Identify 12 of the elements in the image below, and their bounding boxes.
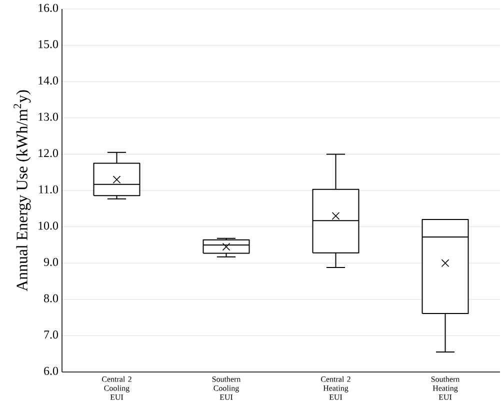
y-tick-label: 10.0 [38,222,58,230]
y-axis-title: Annual Energy Use (kWh/m$^{2}$y) [14,90,31,292]
y-tick-label: 12.0 [38,149,58,158]
y-tick-label: 8.0 [44,294,58,302]
y-tick-label: 9.0 [44,258,58,266]
y-tick-label: 14.0 [38,76,58,85]
y-tick-label: 16.0 [38,4,58,12]
y-tick-label: 11.0 [39,185,58,194]
y-tick-label: 7.0 [44,330,58,339]
y-tick-label: 15.0 [38,40,58,48]
y-tick-label: 13.0 [38,112,58,121]
y-tick-label: 6.0 [44,366,58,375]
